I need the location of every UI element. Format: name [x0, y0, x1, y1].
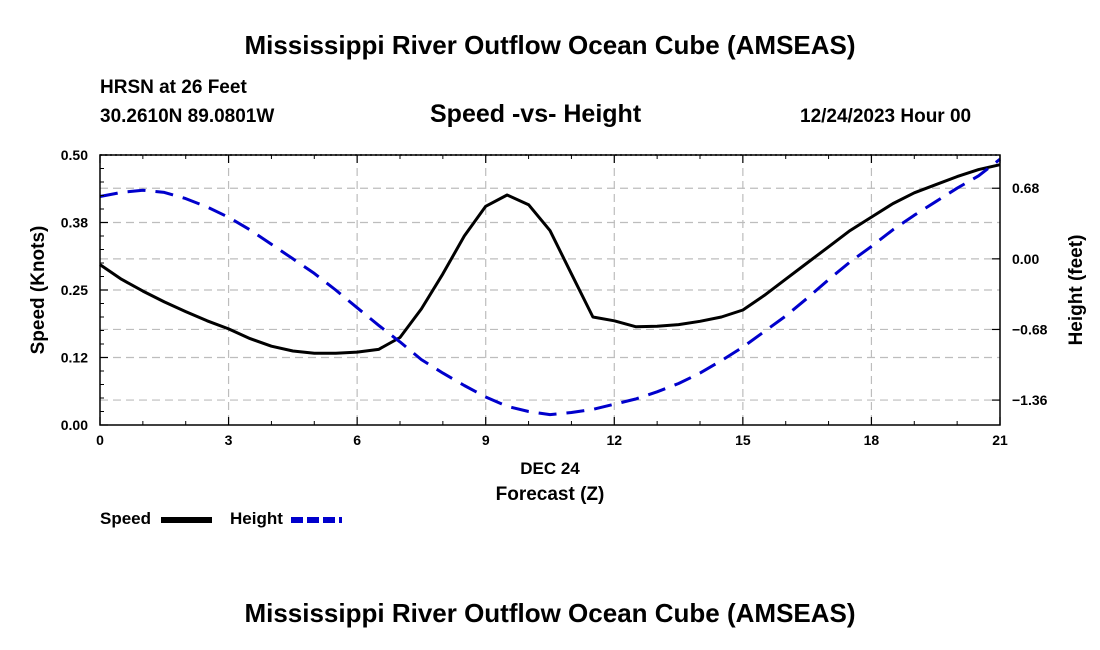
station-label: HRSN at 26 Feet [100, 77, 247, 98]
x-axis-date-label: DEC 24 [520, 459, 580, 478]
y-axis-title: Speed (Knots) [28, 226, 49, 355]
x-axis-title: Forecast (Z) [496, 484, 605, 505]
x-tick-label: 12 [606, 432, 622, 448]
y2-tick-label: −0.68 [1012, 321, 1048, 337]
chart-subtitle: Speed -vs- Height [430, 100, 642, 128]
x-tick-label: 6 [353, 432, 361, 448]
y2-axis-title: Height (feet) [1066, 235, 1087, 346]
x-tick-label: 0 [96, 432, 104, 448]
y-tick-label: 0.38 [61, 215, 88, 231]
footer-title: Mississippi River Outflow Ocean Cube (AM… [244, 598, 856, 628]
y2-tick-label: 0.68 [1012, 180, 1039, 196]
y2-tick-label: −1.36 [1012, 392, 1048, 408]
y-tick-label: 0.50 [61, 147, 88, 163]
series-line-speed [99, 163, 1001, 355]
series-line-height [99, 158, 1001, 417]
y2-tick-label: 0.00 [1012, 251, 1039, 267]
forecast-datetime: 12/24/2023 Hour 00 [800, 106, 972, 127]
y-tick-label: 0.25 [61, 282, 88, 298]
legend-speed-label: Speed [100, 509, 152, 528]
x-tick-label: 3 [225, 432, 233, 448]
coordinates-label: 30.2610N 89.0801W [100, 106, 275, 127]
chart-title: Mississippi River Outflow Ocean Cube (AM… [244, 30, 856, 60]
y-tick-label: 0.00 [61, 417, 88, 433]
y-tick-label: 0.12 [61, 350, 88, 366]
x-tick-label: 18 [864, 432, 880, 448]
x-tick-label: 9 [482, 432, 490, 448]
legend-height-label: Height [230, 509, 283, 528]
x-tick-label: 21 [992, 432, 1008, 448]
x-tick-label: 15 [735, 432, 751, 448]
